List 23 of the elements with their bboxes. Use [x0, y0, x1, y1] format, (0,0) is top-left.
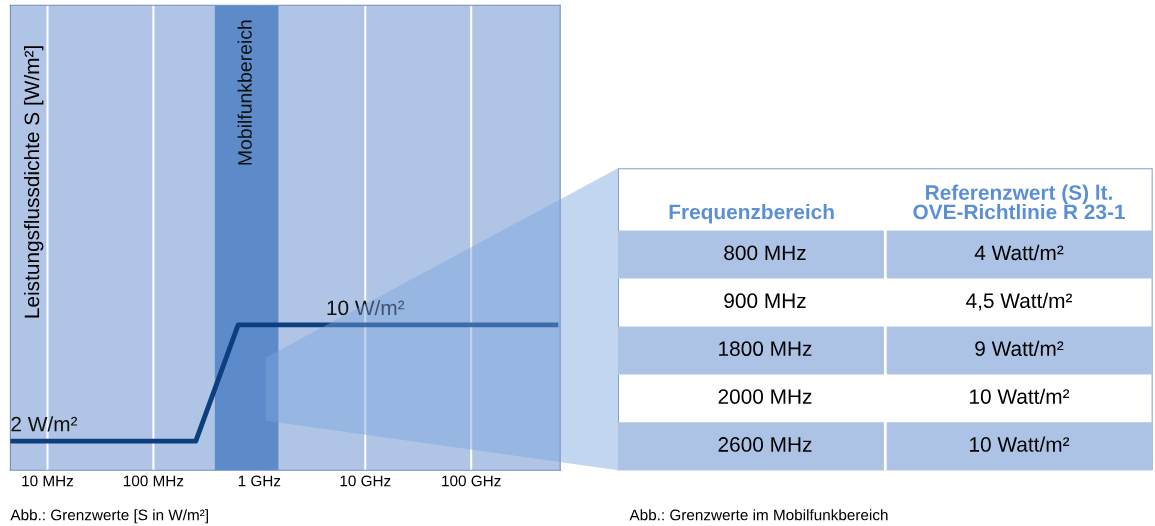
annotation: Mobilfunkbereich: [237, 20, 252, 165]
x-tick-label: 1 GHz: [238, 475, 281, 487]
text: 4,5 Watt/m²: [966, 292, 1073, 311]
x-tick-label: 100 GHz: [442, 475, 501, 487]
category-label: 2600 MHz: [718, 437, 812, 452]
category-label: 900 MHz: [724, 293, 806, 309]
x-tick-label: 10 GHz: [340, 475, 391, 487]
text: Frequenzbereich: [669, 204, 834, 224]
data-label: 2 W/m²: [11, 416, 78, 432]
text: 9 Watt/m²: [975, 340, 1064, 357]
text: 4 Watt/m²: [974, 244, 1064, 261]
y-axis-title: Leistungsflussdichte S [W/m²]: [23, 46, 44, 318]
text: 10 Watt/m²: [970, 436, 1070, 452]
x-tick-label: 100 MHz: [124, 475, 184, 487]
x-tick-label: 10 MHz: [22, 475, 74, 487]
category-label: 800 MHz: [724, 245, 806, 261]
text: 10 Watt/m²: [970, 388, 1070, 404]
category-label: 1800 MHz: [719, 341, 812, 357]
text: Abb.: Grenzwerte im Mobilfunkbereich: [629, 509, 888, 521]
data-label: 10 W/m²: [327, 299, 405, 316]
category-label: Referenzwert (S) lt. OVE-Richtlinie R 23-1: [913, 184, 1125, 220]
text: Abb.: Grenzwerte [S in W/m²]: [10, 509, 208, 524]
category-label: 2000 MHz: [718, 389, 812, 404]
